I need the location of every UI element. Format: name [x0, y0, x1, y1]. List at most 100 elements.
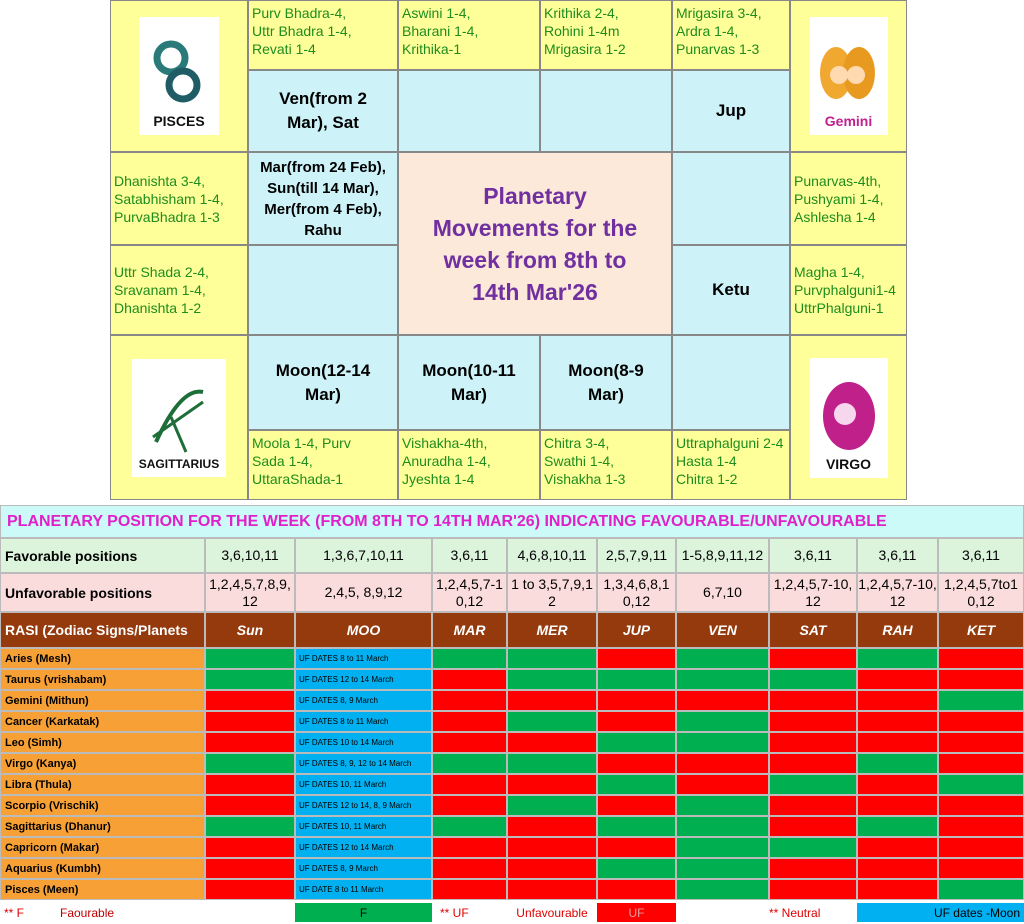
moon-note: UF DATES 12 to 14 March	[295, 669, 432, 690]
header-cell: KET	[938, 612, 1024, 648]
sign-name: Aries (Mesh)	[0, 648, 205, 669]
status-cell	[857, 795, 938, 816]
sign-image: VIRGO	[809, 357, 888, 478]
status-cell	[432, 690, 507, 711]
favorable-positions: 3,6,11	[857, 538, 938, 573]
status-cell	[676, 753, 769, 774]
nakshatra-cell: Moola 1-4, Purv Sada 1-4, UttaraShada-1	[248, 430, 398, 500]
nakshatra-cell: Punarvas-4th, Pushyami 1-4, Ashlesha 1-4	[790, 152, 907, 245]
favorable-positions: 3,6,11	[938, 538, 1024, 573]
status-cell	[597, 858, 676, 879]
planet-cell	[672, 335, 790, 430]
title-line: Movements for the	[432, 214, 638, 241]
sign-name: Virgo (Kanya)	[0, 753, 205, 774]
sign-name: Capricorn (Makar)	[0, 837, 205, 858]
planet-cell: Moon(8-9 Mar)	[540, 335, 672, 430]
status-cell	[676, 690, 769, 711]
planet-line: Ketu	[712, 280, 750, 299]
status-cell	[938, 858, 1024, 879]
status-cell	[676, 837, 769, 858]
nakshatra-line: Sada 1-4,	[252, 453, 313, 469]
nakshatra-line: Vishakha 1-3	[544, 471, 626, 487]
nakshatra-line: Sravanam 1-4,	[114, 282, 206, 298]
favorable-positions: 3,6,11	[432, 538, 507, 573]
moon-note: UF DATES 12 to 14 March	[295, 837, 432, 858]
status-cell	[769, 669, 857, 690]
status-cell	[432, 837, 507, 858]
status-cell	[597, 711, 676, 732]
nakshatra-line: Uttr Shada 2-4,	[114, 264, 209, 280]
unfavorable-positions: 1 to 3,5,7,9,12	[507, 573, 597, 612]
nakshatra-line: Rohini 1-4m	[544, 23, 620, 39]
status-cell	[938, 795, 1024, 816]
moon-note: UF DATES 8, 9 March	[295, 690, 432, 711]
favorable-positions: 3,6,10,11	[205, 538, 295, 573]
legend-item: Unfavourable	[516, 905, 588, 920]
planet-cell: Mar(from 24 Feb), Sun(till 14 Mar), Mer(fr…	[248, 152, 398, 245]
nakshatra-line: UttaraShada-1	[252, 471, 344, 487]
status-cell	[432, 774, 507, 795]
moon-note: UF DATES 8, 9 March	[295, 858, 432, 879]
status-cell	[432, 816, 507, 837]
status-cell	[205, 795, 295, 816]
title-line: week from 8th to	[443, 246, 627, 273]
nakshatra-line: Moola 1-4, Purv	[252, 435, 351, 451]
status-cell	[597, 669, 676, 690]
nakshatra-cell: Vishakha-4th, Anuradha 1-4, Jyeshta 1-4	[398, 430, 540, 500]
nakshatra-line: Krithika 2-4,	[544, 5, 619, 21]
status-cell	[938, 879, 1024, 900]
sign-image: Gemini	[809, 17, 888, 135]
legend-item: UF dates -Moon	[857, 903, 1024, 922]
nakshatra-cell: Dhanishta 3-4, Satabhisham 1-4, PurvaBhadr…	[110, 152, 248, 245]
header-cell: MAR	[432, 612, 507, 648]
header-cell: JUP	[597, 612, 676, 648]
header-cell: RAH	[857, 612, 938, 648]
status-cell	[507, 879, 597, 900]
sign-label: SAGITTARIUS	[138, 456, 220, 471]
planet-cell: Jup	[672, 70, 790, 152]
status-cell	[857, 690, 938, 711]
status-cell	[769, 774, 857, 795]
status-cell	[205, 816, 295, 837]
nakshatra-line: Jyeshta 1-4	[402, 471, 475, 487]
status-cell	[205, 732, 295, 753]
planet-cell	[672, 152, 790, 245]
nakshatra-line: Ashlesha 1-4	[794, 208, 876, 225]
status-cell	[432, 669, 507, 690]
status-cell	[857, 732, 938, 753]
moon-note: UF DATES 10, 11 March	[295, 816, 432, 837]
status-cell	[507, 690, 597, 711]
nakshatra-cell: Aswini 1-4, Bharani 1-4, Krithika-1	[398, 0, 540, 70]
nakshatra-line: Swathi 1-4,	[544, 453, 615, 469]
status-cell	[938, 816, 1024, 837]
sign-name: Scorpio (Vrischik)	[0, 795, 205, 816]
planet-line: Mar)	[451, 384, 487, 404]
status-cell	[938, 711, 1024, 732]
status-cell	[676, 816, 769, 837]
nakshatra-line: Dhanishta 1-2	[114, 300, 202, 316]
nakshatra-line: Purv Bhadra-4,	[252, 5, 347, 21]
status-cell	[507, 795, 597, 816]
sign-name: Taurus (vrishabam)	[0, 669, 205, 690]
nakshatra-line: Ardra 1-4,	[676, 23, 739, 39]
sign-image: PISCES	[139, 17, 219, 135]
status-cell	[205, 690, 295, 711]
nakshatra-line: Vishakha-4th,	[402, 435, 488, 451]
status-cell	[769, 795, 857, 816]
header-cell: Sun	[205, 612, 295, 648]
status-cell	[507, 858, 597, 879]
nakshatra-line: Hasta 1-4	[676, 453, 737, 469]
status-cell	[857, 837, 938, 858]
planet-line: Moon(10-11	[422, 360, 516, 380]
sign-image-cell: Gemini	[790, 0, 907, 152]
nakshatra-line: Mrigasira 3-4,	[676, 5, 762, 21]
planet-cell	[540, 70, 672, 152]
header-cell: SAT	[769, 612, 857, 648]
nakshatra-line: PurvaBhadra 1-3	[114, 208, 220, 225]
status-cell	[676, 774, 769, 795]
unfavorable-positions: 1,2,4,5,7,8,9,12	[205, 573, 295, 612]
planet-line: Moon(12-14	[275, 360, 371, 380]
unfavorable-positions: 1,3,4,6,8,10,12	[597, 573, 676, 612]
sign-name: Sagittarius (Dhanur)	[0, 816, 205, 837]
sign-image-cell: SAGITTARIUS	[110, 335, 248, 500]
